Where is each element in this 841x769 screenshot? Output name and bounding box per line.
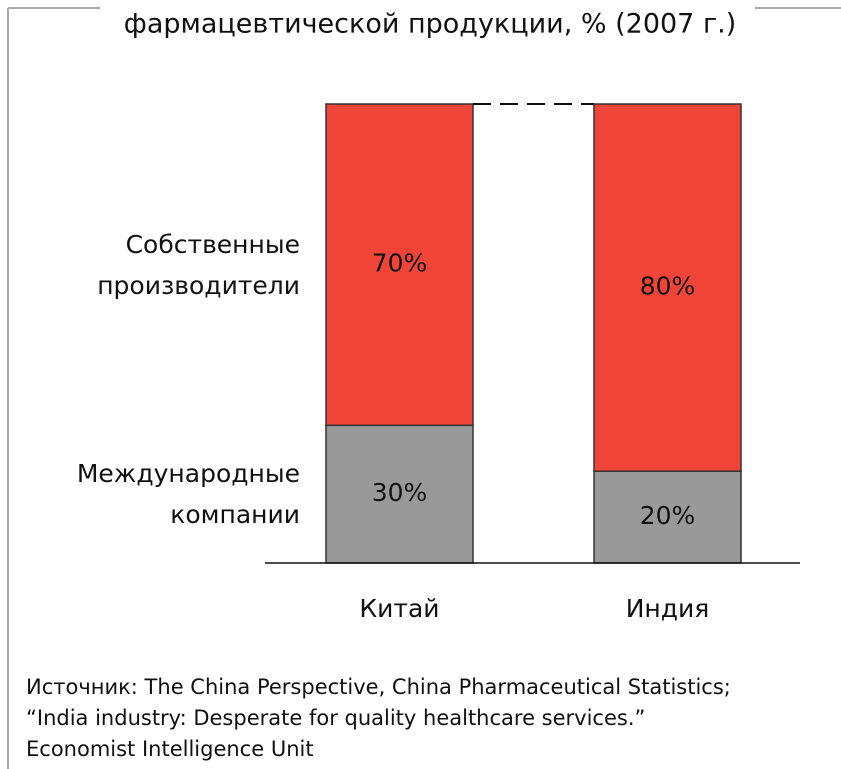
x-tick-label: Индия: [626, 594, 710, 623]
chart-title: фармацевтической продукции, % (2007 г.): [124, 9, 737, 40]
source-line: Источник: The China Perspective, China P…: [26, 675, 731, 699]
source-line: Economist Intelligence Unit: [26, 737, 314, 761]
legend-label: Международные компании: [76, 459, 300, 530]
title-background: [100, 0, 755, 46]
value-label: 30%: [372, 478, 428, 507]
x-tick-label: Китай: [359, 594, 439, 623]
source-line: “India industry: Desperate for quality h…: [26, 706, 646, 730]
bar-segment: [593, 103, 742, 472]
value-label: 70%: [372, 249, 428, 278]
legend-label: Собственные производители: [97, 229, 300, 300]
source-note: Источник: The China Perspective, China P…: [26, 672, 731, 765]
bar-segment: [325, 103, 474, 427]
bar-segment: [325, 424, 474, 564]
value-label: 20%: [640, 501, 696, 530]
value-label: 80%: [640, 272, 696, 301]
